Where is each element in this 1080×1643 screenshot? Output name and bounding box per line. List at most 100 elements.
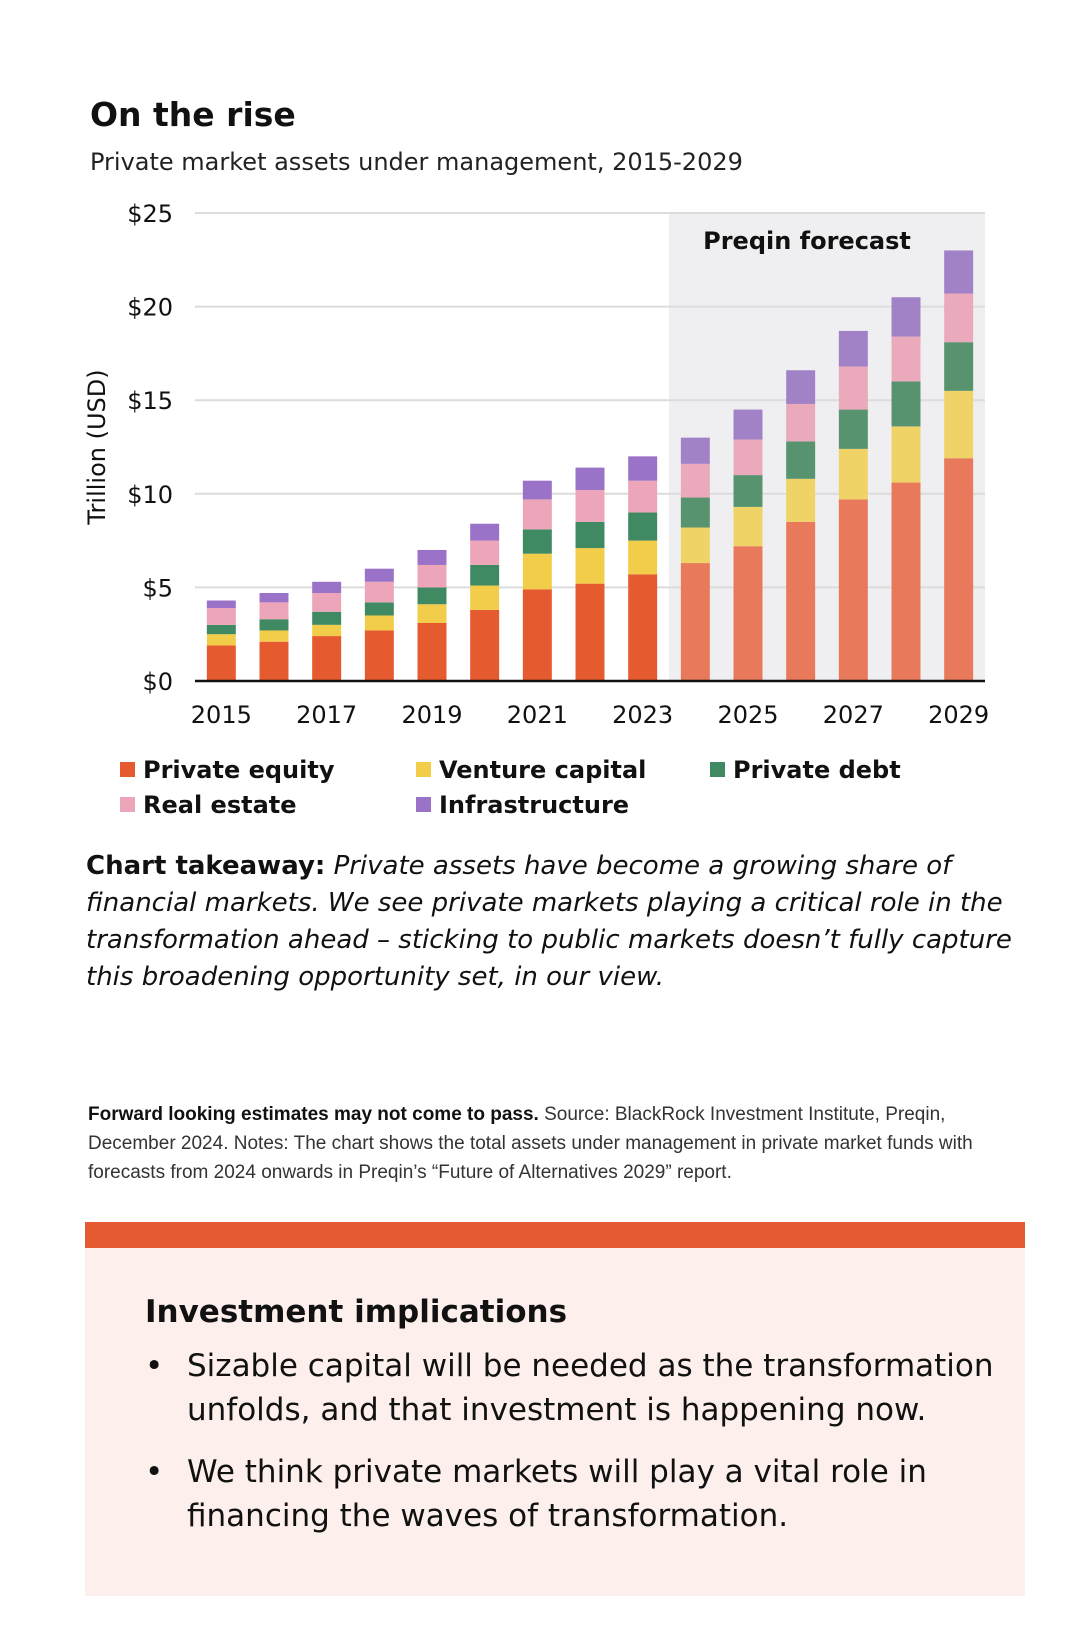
investment-implications-box: Investment implications • Sizable capital… <box>85 1222 1025 1596</box>
chart-takeaway: Chart takeaway: Private assets have beco… <box>86 848 1026 996</box>
legend-swatch <box>710 762 725 777</box>
bar-segment <box>680 437 710 464</box>
bar-segment <box>470 540 500 565</box>
bar-segment <box>364 630 394 681</box>
bar-segment <box>575 548 605 584</box>
bar-segment <box>364 568 394 582</box>
bar-segment <box>628 574 658 681</box>
bar-segment <box>312 593 342 612</box>
legend-label: Infrastructure <box>439 791 630 819</box>
chart-subtitle: Private market assets under management, … <box>90 148 743 176</box>
implications-title: Investment implications <box>145 1294 568 1330</box>
y-tick-label: $10 <box>127 481 173 509</box>
bar-segment <box>259 619 289 631</box>
y-tick-label: $5 <box>142 574 173 602</box>
bar-segment <box>206 645 236 681</box>
legend-item-infrastructure: Infrastructure <box>416 791 629 819</box>
x-tick-label: 2023 <box>612 701 673 729</box>
bar-segment <box>628 512 658 541</box>
bar-segment <box>891 426 921 483</box>
bar-segment <box>259 593 289 603</box>
bar-segment <box>786 521 816 681</box>
x-tick-label: 2021 <box>507 701 568 729</box>
bar-segment <box>838 499 868 681</box>
notes-text: Source: BlackRock Investment Institute, … <box>88 1104 973 1183</box>
bar-segment <box>680 497 710 528</box>
bar-segment <box>680 563 710 681</box>
takeaway-text: Private assets have become a growing sha… <box>86 851 1012 992</box>
legend-item-private-debt: Private debt <box>710 756 901 784</box>
bar-segment <box>575 490 605 522</box>
bar-segment <box>364 581 394 603</box>
x-tick-label: 2019 <box>401 701 462 729</box>
bar-segment <box>733 409 763 440</box>
bar-segment <box>312 581 342 594</box>
list-item-text: Sizable capital will be needed as the tr… <box>187 1348 994 1428</box>
legend-label: Venture capital <box>439 756 647 784</box>
y-tick-label: $25 <box>127 200 173 228</box>
bar-segment <box>891 381 921 427</box>
bar-segment <box>891 482 921 681</box>
y-tick-label: $20 <box>127 294 173 322</box>
legend-item-real-estate: Real estate <box>120 791 297 819</box>
bar-segment <box>944 293 974 343</box>
forecast-region <box>669 213 985 681</box>
implications-list: • Sizable capital will be needed as the t… <box>145 1344 1005 1556</box>
legend-label: Private equity <box>143 756 335 784</box>
list-item: • We think private markets will play a vi… <box>145 1450 1005 1538</box>
legend-label: Private debt <box>733 756 901 784</box>
bar-segment <box>417 587 447 605</box>
legend-label: Real estate <box>143 791 297 819</box>
accent-bar <box>85 1222 1025 1248</box>
bar-segment <box>944 250 974 294</box>
legend-swatch <box>416 762 431 777</box>
bar-segment <box>470 585 500 610</box>
bar-segment <box>312 624 342 637</box>
source-notes: Forward looking estimates may not come t… <box>88 1100 1018 1187</box>
bar-segment <box>838 448 868 500</box>
bar-segment <box>733 546 763 681</box>
bar-segment <box>628 480 658 513</box>
bar-segment <box>206 634 236 646</box>
forecast-label: Preqin forecast <box>703 227 911 255</box>
x-tick-label: 2017 <box>296 701 357 729</box>
bullet-icon: • <box>145 1348 164 1384</box>
notes-disclaimer: Forward looking estimates may not come t… <box>88 1104 539 1125</box>
x-tick-label: 2029 <box>928 701 989 729</box>
bar-segment <box>417 604 447 623</box>
bar-segment <box>944 342 974 391</box>
bar-segment <box>259 630 289 642</box>
legend-swatch <box>120 797 135 812</box>
bar-segment <box>944 390 974 459</box>
x-tick-label: 2027 <box>823 701 884 729</box>
bar-segment <box>522 553 552 590</box>
legend-item-private-equity: Private equity <box>120 756 334 784</box>
bar-segment <box>838 409 868 449</box>
y-tick-label: $15 <box>127 387 173 415</box>
chart-title: On the rise <box>90 95 296 134</box>
bar-segment <box>364 602 394 616</box>
bar-segment <box>628 456 658 481</box>
bar-segment <box>522 499 552 530</box>
bar-segment <box>786 478 816 522</box>
bar-segment <box>259 602 289 620</box>
bar-segment <box>312 636 342 681</box>
bar-segment <box>364 615 394 631</box>
takeaway-label: Chart takeaway: <box>86 851 326 881</box>
bar-segment <box>786 403 816 442</box>
bar-segment <box>733 475 763 507</box>
bar-segment <box>206 600 236 608</box>
bar-segment <box>312 611 342 625</box>
bar-segment <box>417 564 447 588</box>
bar-segment <box>838 330 868 367</box>
bar-segment <box>206 624 236 635</box>
bar-segment <box>417 549 447 565</box>
legend-swatch <box>416 797 431 812</box>
list-item-text: We think private markets will play a vit… <box>187 1454 927 1534</box>
bar-segment <box>944 458 974 681</box>
bar-segment <box>470 564 500 586</box>
bar-segment <box>733 439 763 476</box>
list-item: • Sizable capital will be needed as the t… <box>145 1344 1005 1432</box>
bar-segment <box>470 609 500 681</box>
bar-segment <box>259 641 289 681</box>
